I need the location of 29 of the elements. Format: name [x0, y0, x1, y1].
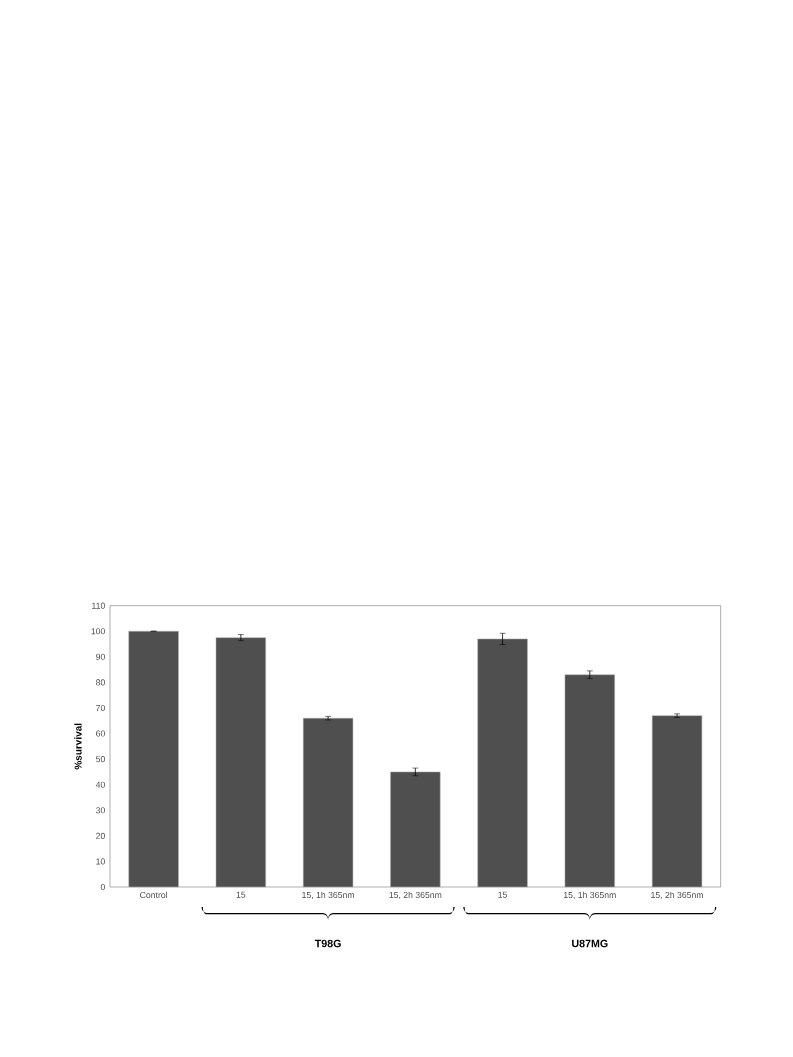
y-tick-label: 70	[96, 704, 105, 712]
y-tick-label: 60	[96, 730, 105, 737]
y-tick-label: 30	[95, 807, 105, 814]
text: U87MG	[572, 939, 608, 948]
x-tick-label: 15, 1h 365nm	[302, 891, 355, 900]
y-tick-label: 10	[96, 858, 105, 865]
y-tick-label: 90	[96, 653, 105, 660]
bar	[564, 674, 615, 888]
y-tick-label: 40	[95, 781, 105, 788]
bar	[128, 630, 179, 888]
bar	[651, 715, 703, 888]
bar	[477, 638, 528, 888]
bar	[215, 637, 266, 888]
x-tick-label: 15	[236, 891, 246, 898]
x-tick-label: 15, 2h 365nm	[651, 891, 703, 900]
y-axis-title: %survival	[74, 723, 82, 770]
x-tick-label: 15, 2h 365nm	[389, 891, 442, 900]
y-tick-label: 20	[96, 832, 105, 839]
y-tick-label: 0	[100, 883, 105, 891]
bar	[390, 771, 441, 888]
y-tick-label: 110	[92, 602, 105, 609]
x-tick-label: 15	[498, 891, 508, 898]
bar	[302, 717, 354, 888]
x-tick-label: 15, 1h 365nm	[563, 891, 616, 900]
x-tick-label: Control	[140, 891, 167, 899]
y-tick-label: 50	[96, 756, 105, 763]
y-tick-label: 100	[91, 628, 105, 635]
text: T98G	[314, 939, 341, 948]
y-tick-label: 80	[96, 679, 105, 686]
